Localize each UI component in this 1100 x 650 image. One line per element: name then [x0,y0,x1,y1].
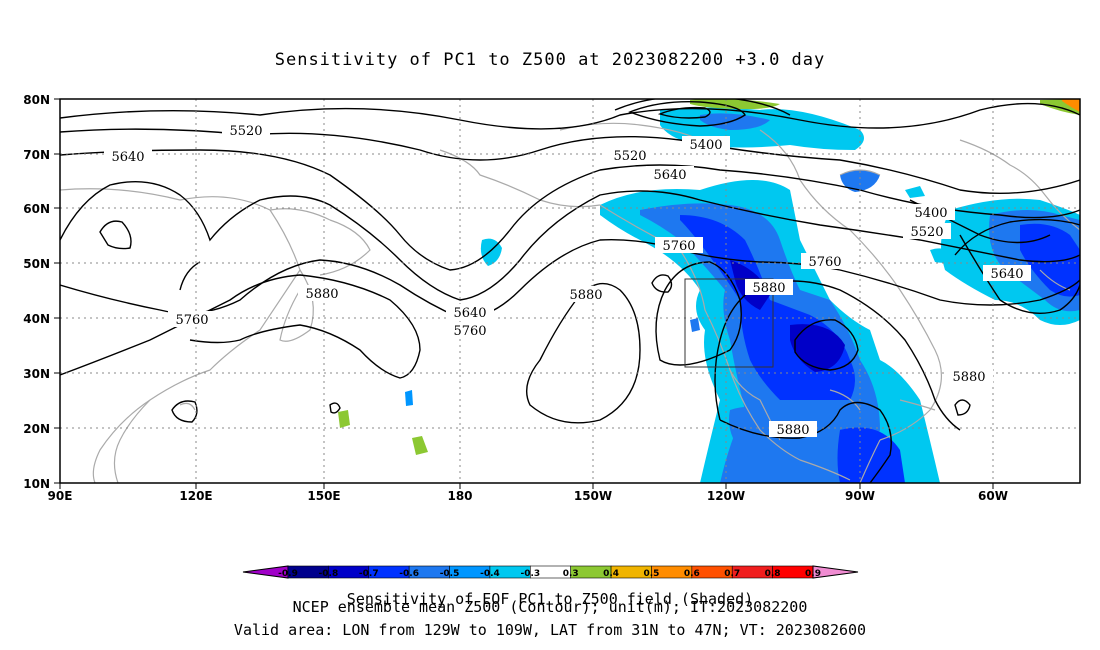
svg-text:5880: 5880 [952,370,985,385]
valid-area-box [684,278,774,368]
svg-text:5880: 5880 [569,288,602,303]
contour-label: 5880 [745,279,793,296]
svg-text:5880: 5880 [752,281,785,296]
lat-label: 70N [23,148,50,162]
lat-label: 40N [23,312,50,326]
lon-label: 90W [845,489,875,503]
lat-label: 60N [23,202,50,216]
lat-label: 30N [23,367,50,381]
lon-label: 150W [574,489,612,503]
contour-label: 5640 [104,148,152,165]
footer-valid-area-note: Valid area: LON from 129W to 109W, LAT f… [233,621,867,639]
svg-text:5520: 5520 [229,124,262,139]
colorbar-tick-label: 0.3 [563,569,579,579]
lon-label: 180 [447,489,472,503]
svg-text:5400: 5400 [914,206,947,221]
lon-label: 120W [707,489,745,503]
axis-ticks [54,98,994,489]
svg-text:5760: 5760 [808,255,841,270]
colorbar-tick-label: 0.7 [724,569,740,579]
contour-label: 5880 [945,368,993,385]
svg-text:5640: 5640 [990,267,1023,282]
colorbar-tick-label: 0.8 [765,569,781,579]
svg-text:5880: 5880 [305,287,338,302]
colorbar-cell [812,565,859,579]
contour-label: 5760 [446,322,494,339]
svg-text:5760: 5760 [453,324,486,339]
contour-label: 5400 [682,136,730,153]
sensitivity-shading [338,99,1080,483]
lon-label: 60W [978,489,1008,503]
contour-label: 5520 [222,122,270,139]
contour-label: 5400 [907,204,955,221]
contour-label: 5760 [655,237,703,254]
svg-text:5880: 5880 [776,423,809,438]
lat-label: 10N [23,477,50,491]
contour-label: 5520 [606,147,654,164]
svg-text:5520: 5520 [613,149,646,164]
graticule [60,99,1080,483]
colorbar-tick-label: -0.4 [480,569,500,579]
map-frame [59,98,1081,484]
colorbar-tick-label: 0.4 [603,569,619,579]
lon-label: 150E [307,489,340,503]
footer-contour-note: NCEP ensemble mean Z500 (Contour); unit(… [292,598,808,616]
lon-label: 120E [179,489,212,503]
svg-text:5520: 5520 [910,225,943,240]
contour-label: 5640 [983,265,1031,282]
svg-text:5760: 5760 [175,313,208,328]
colorbar-tick-label: -0.7 [359,569,379,579]
z500-contours [60,99,1080,483]
colorbar: -0.9 -0.8 -0.7 -0.6 -0.5 -0.4 -0.3 0.3 0.4 0.5 0.6… [242,565,859,579]
coastlines [60,122,1080,483]
lat-labels: 80N 70N 60N 50N 40N 30N 20N 10N [23,93,50,491]
colorbar-tick-label: -0.8 [319,569,339,579]
lon-label: 90E [48,489,73,503]
svg-text:5640: 5640 [653,168,686,183]
colorbar-tick-label: 0.5 [643,569,659,579]
svg-text:5640: 5640 [453,306,486,321]
colorbar-tick-label: -0.6 [399,569,419,579]
lon-labels: 90E 120E 150E 180 150W 120W 90W 60W [48,489,1008,503]
colorbar-tick-label: 0.6 [684,569,700,579]
contour-label: 5880 [562,286,610,303]
contour-label: 5760 [168,311,216,328]
contour-label: 5880 [298,285,346,302]
contour-label: 5640 [646,166,694,183]
contour-label: 5760 [801,253,849,270]
contour-label: 5640 [446,304,494,321]
svg-text:5760: 5760 [662,239,695,254]
map-title: Sensitivity of PC1 to Z500 at 2023082200… [274,50,826,70]
colorbar-tick-label: -0.9 [278,569,298,579]
contour-label: 5520 [903,223,951,240]
svg-text:5640: 5640 [111,150,144,165]
contour-label: 5880 [769,421,817,438]
colorbar-tick-label: -0.3 [520,569,540,579]
footer-shading-note: Sensitivity of EOF PC1 to Z500 field (Sh… [346,590,754,608]
colorbar-tick-label: -0.5 [440,569,460,579]
svg-text:5400: 5400 [689,138,722,153]
lat-label: 80N [23,93,50,107]
lat-label: 20N [23,422,50,436]
colorbar-tick-label: 0.9 [805,569,821,579]
contour-label-layer: 5520 5640 5400 5520 5640 5760 5880 5400 … [104,122,1031,438]
lat-label: 50N [23,257,50,271]
